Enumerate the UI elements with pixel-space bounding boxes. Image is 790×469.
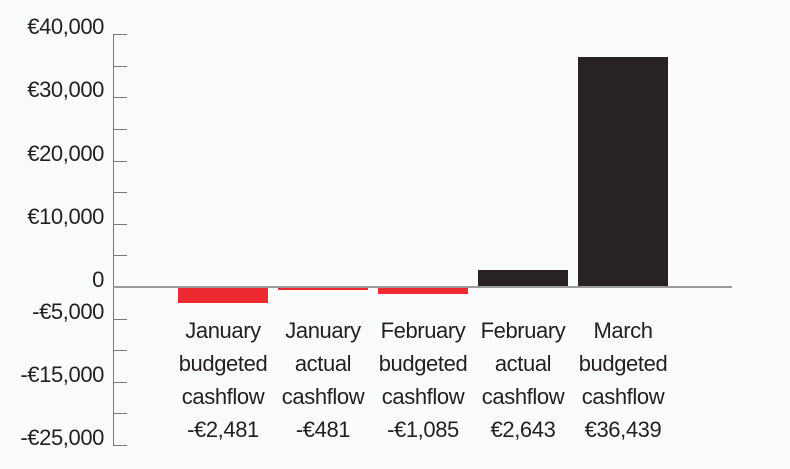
x-axis-label: February budgeted cashflow -€1,085 [371, 314, 475, 446]
bar-february-actual-cashflow [478, 270, 568, 286]
bar-category-line: actual [494, 351, 552, 376]
bar-category-line: budgeted [578, 351, 668, 376]
x-axis-label: January actual cashflow -€481 [271, 314, 375, 446]
bar-category-line: January [185, 318, 261, 343]
bar-value-label: €2,643 [490, 417, 556, 442]
y-axis-tick [113, 255, 127, 256]
bar-category-line: cashflow [281, 384, 365, 409]
y-axis-label: €20,000 [27, 141, 104, 166]
bar-value-label: -€481 [295, 417, 351, 442]
y-axis-label: €10,000 [27, 204, 104, 229]
bar-category-line: January [285, 318, 361, 343]
bar-category-line: February [380, 318, 466, 343]
bar-category-line: cashflow [481, 384, 565, 409]
bar-january-actual-cashflow [278, 288, 368, 291]
y-axis-tick [113, 129, 127, 130]
y-axis-tick [113, 319, 127, 320]
bar-january-budgeted-cashflow [178, 288, 268, 303]
bar-value-label: -€2,481 [187, 417, 259, 442]
bar-category-line: budgeted [178, 351, 268, 376]
y-axis-label: €30,000 [27, 77, 104, 102]
bar-category-line: cashflow [381, 384, 465, 409]
x-axis-label: January budgeted cashflow -€2,481 [171, 314, 275, 446]
y-axis-label: €40,000 [27, 14, 104, 39]
bar-category-line: February [480, 318, 566, 343]
y-axis-line [113, 34, 114, 445]
bar-category-line: cashflow [581, 384, 665, 409]
y-axis-tick [113, 350, 127, 351]
bar-value-label: -€1,085 [387, 417, 459, 442]
y-axis-tick [113, 382, 127, 383]
x-axis-label: February actual cashflow €2,643 [471, 314, 575, 446]
y-axis-tick [113, 34, 127, 35]
y-axis-tick [113, 66, 127, 67]
y-axis-tick [113, 413, 127, 414]
y-axis-label: -€15,000 [20, 362, 104, 387]
bar-february-budgeted-cashflow [378, 288, 468, 294]
y-axis-label: -€25,000 [20, 425, 104, 450]
bar-category-line: actual [294, 351, 352, 376]
y-axis-tick [113, 161, 127, 162]
y-axis-tick [113, 445, 127, 446]
y-axis-tick [113, 192, 127, 193]
bar-value-label: €36,439 [584, 417, 662, 442]
x-axis-zero-line [113, 286, 732, 288]
x-axis-label: March budgeted cashflow €36,439 [571, 314, 675, 446]
bar-category-line: cashflow [181, 384, 265, 409]
y-axis-tick [113, 224, 127, 225]
bar-category-line: March [593, 318, 653, 343]
y-axis-tick [113, 97, 127, 98]
bar-march-budgeted-cashflow [578, 56, 668, 286]
y-axis-label: -€5,000 [32, 299, 104, 324]
bar-category-line: budgeted [378, 351, 468, 376]
y-axis-label: 0 [92, 267, 104, 292]
